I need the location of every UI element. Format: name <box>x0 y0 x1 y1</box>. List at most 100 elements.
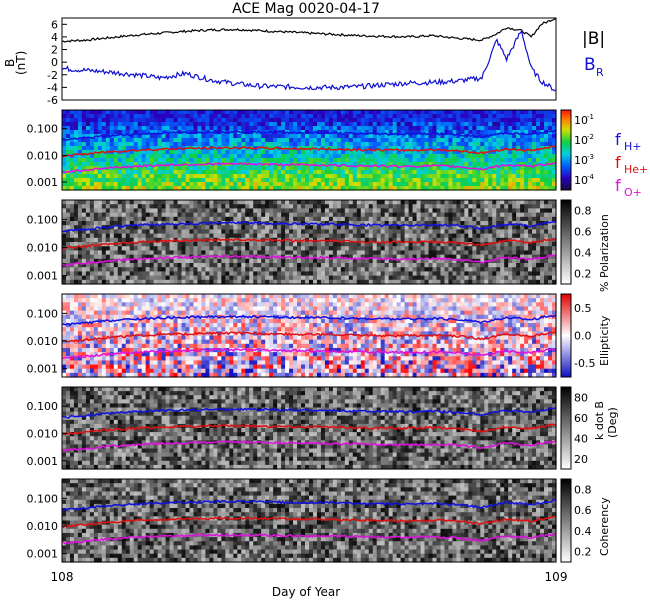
br-line <box>61 29 557 92</box>
f-he-plus-line <box>61 331 557 343</box>
f-o-plus-line <box>61 348 557 360</box>
spectrogram <box>62 294 557 378</box>
f-o-plus-line <box>61 161 557 174</box>
colorbar-tick-label: 0.2 <box>574 546 592 559</box>
k-dot-b-panel: 0.100 0.010 0.001 80 60 40 20 <box>27 386 588 470</box>
legend-btotal: |B| <box>582 29 605 49</box>
y-tick-label: 4 <box>51 31 58 44</box>
colorbar-tick-label: 0.4 <box>574 525 592 538</box>
y-tick-label: 0.010 <box>27 520 59 533</box>
spectrogram <box>62 479 557 563</box>
y-tick-label: 0.001 <box>27 363 59 376</box>
colorbar-tick-label: 0.0 <box>574 330 592 343</box>
y-tick-label: 0.100 <box>27 214 59 227</box>
panel-frame <box>61 293 557 378</box>
legend-fh: f <box>615 130 621 149</box>
colorbar-tick-label: 10 <box>574 154 588 167</box>
colorbar-tick-label: 10 <box>574 114 588 127</box>
f-he-plus-line <box>61 423 557 436</box>
colorbar-label-polarization: % Polarization <box>598 214 611 292</box>
y-tick-label: 0.100 <box>27 400 59 413</box>
f-h-plus-line <box>61 220 557 233</box>
y-axis-label: B <box>3 59 17 67</box>
colorbar <box>560 478 572 563</box>
figure-title: ACE Mag 0020-04-17 <box>232 1 380 17</box>
panel-frame <box>61 109 557 191</box>
colorbar-tick-label: 20 <box>574 453 588 466</box>
f-o-plus-line <box>61 440 557 452</box>
y-tick-label: 0.100 <box>27 123 59 136</box>
f-o-plus-line <box>61 532 557 545</box>
y-tick-label: 0.010 <box>27 335 59 348</box>
colorbar-tick-exponent: -2 <box>587 133 594 141</box>
y-tick-label: 6 <box>51 18 58 31</box>
y-tick-label: 0.100 <box>27 492 59 505</box>
colorbar-tick-label: 0.4 <box>574 247 592 260</box>
y-tick-label: 0.010 <box>27 149 59 162</box>
legend-br: B <box>584 55 596 75</box>
colorbar-label-kdotb-unit: (Deg) <box>606 407 619 438</box>
colorbar-label-ellipticity: Ellipticity <box>598 315 611 366</box>
coherency-panel: 0.100 0.010 0.001 0.8 0.6 0.4 0.2 <box>27 478 592 563</box>
legend-fhe-sub: He+ <box>624 163 648 176</box>
f-h-plus-line <box>61 498 557 512</box>
y-tick-label: 0.001 <box>27 455 59 468</box>
y-tick-label: -6 <box>47 94 58 107</box>
legend-br-sub: R <box>596 66 604 79</box>
panel-frame <box>61 17 557 101</box>
f-he-plus-line <box>61 145 557 158</box>
panel-frame <box>61 199 557 285</box>
colorbar-label-kdotb: k dot B <box>593 401 606 440</box>
ellipticity-panel: 0.100 0.010 0.001 0.5 0.0 -0.5 <box>27 293 595 378</box>
y-tick-label: 0.001 <box>27 270 59 283</box>
f-h-plus-line <box>61 129 557 141</box>
legend-fo-sub: O+ <box>624 186 642 199</box>
colorbar <box>560 199 572 285</box>
panel-frame <box>61 478 557 563</box>
colorbar-tick-exponent: -1 <box>587 113 594 121</box>
y-tick-label: 0 <box>51 56 58 69</box>
colorbar-tick-label: 0.8 <box>574 483 592 496</box>
colorbar-tick-exponent: -4 <box>587 173 595 181</box>
y-tick-label: -4 <box>47 81 58 94</box>
y-tick-label: 0.001 <box>27 548 59 561</box>
y-tick-label: 2 <box>51 44 58 57</box>
btotal-line <box>61 18 556 43</box>
f-he-plus-line <box>61 515 557 529</box>
panel-frame <box>61 386 557 470</box>
colorbar-tick-label: 0.5 <box>574 302 592 315</box>
f-h-plus-line <box>61 406 557 419</box>
colorbar <box>560 109 572 191</box>
y-axis-unit: (nT) <box>14 51 28 75</box>
colorbar-tick-label: 80 <box>574 391 588 404</box>
x-axis-label: Day of Year <box>272 585 340 599</box>
colorbar-tick-exponent: -3 <box>587 153 594 161</box>
y-tick-label: 0.010 <box>27 242 59 255</box>
colorbar-tick-label: 0.6 <box>574 226 592 239</box>
colorbar <box>560 386 572 470</box>
y-tick-label: 0.001 <box>27 176 59 189</box>
x-tick-label-108: 108 <box>51 570 74 584</box>
y-tick-label: 0.100 <box>27 307 59 320</box>
colorbar-tick-label: -0.5 <box>574 357 595 370</box>
x-tick-label-109: 109 <box>545 570 568 584</box>
legend-fh-sub: H+ <box>624 140 642 153</box>
colorbar-tick-label: 0.2 <box>574 268 592 281</box>
colorbar-tick-label: 0.8 <box>574 205 592 218</box>
y-tick-label: 0.010 <box>27 427 59 440</box>
colorbar <box>560 293 572 378</box>
colorbar-tick-label: 10 <box>574 134 588 147</box>
f-he-plus-line <box>61 237 557 250</box>
polarization-panel: 0.100 0.010 0.001 0.8 0.6 0.4 0.2 <box>27 199 592 285</box>
colorbar-tick-label: 40 <box>574 432 588 445</box>
colorbar-tick-label: 10 <box>574 174 588 187</box>
legend-fo: f <box>615 176 621 195</box>
colorbar-tick-label: 60 <box>574 412 588 425</box>
colorbar-tick-label: 0.6 <box>574 504 592 517</box>
legend-fhe: f <box>615 153 621 172</box>
colorbar-label-coherency: Coherency <box>598 497 611 556</box>
f-o-plus-line <box>61 254 557 267</box>
